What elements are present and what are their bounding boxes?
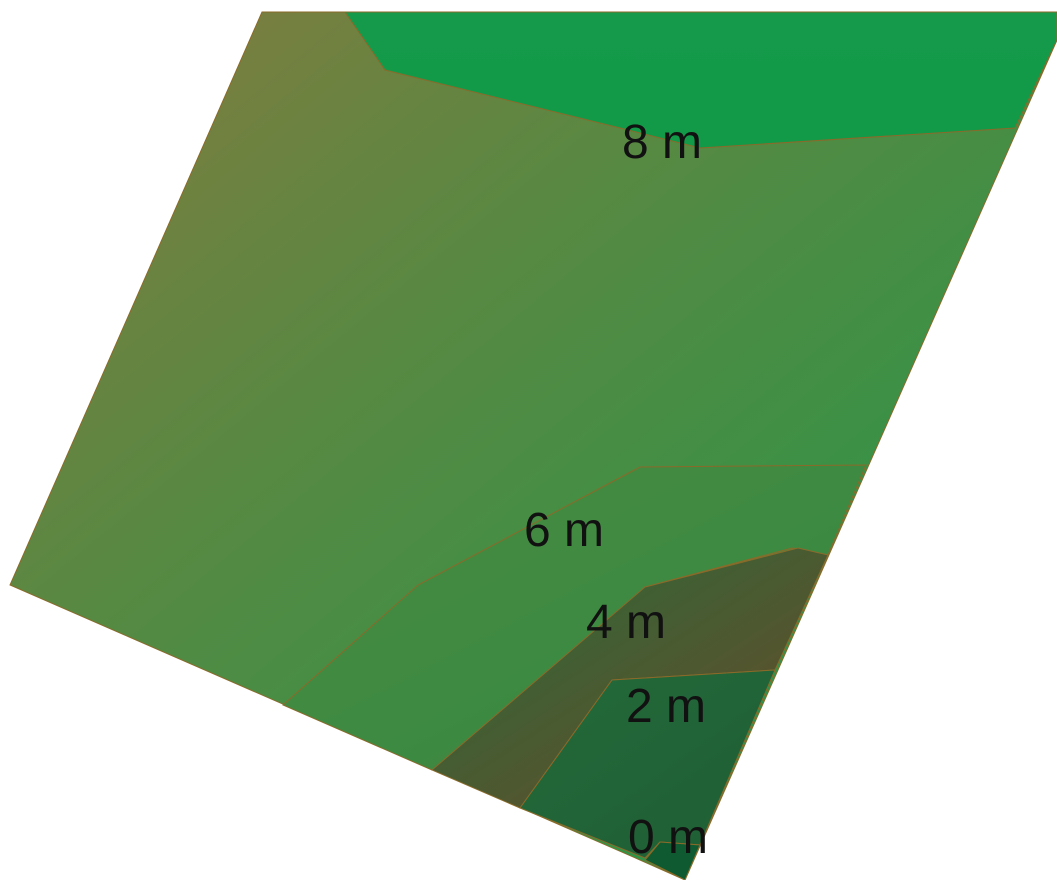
contour-band-0m	[644, 841, 701, 880]
contour-label-2m: 2 m	[626, 680, 706, 733]
contour-label-6m: 6 m	[524, 504, 604, 557]
terrain-surface	[9, 11, 1057, 880]
contour-label-0m: 0 m	[628, 811, 708, 864]
contour-label-8m: 8 m	[622, 116, 702, 169]
contour-label-4m: 4 m	[586, 596, 666, 649]
contour-band-8m	[344, 11, 1057, 149]
